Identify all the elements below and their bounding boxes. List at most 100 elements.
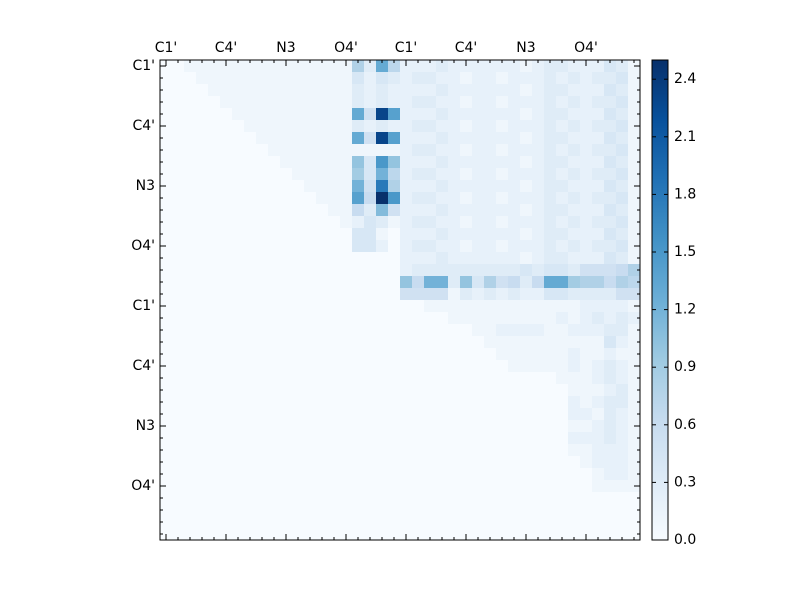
heatmap-cell — [364, 432, 377, 445]
heatmap-cell — [484, 468, 497, 481]
heatmap-cell — [208, 432, 221, 445]
heatmap-cell — [520, 492, 533, 505]
heatmap-cell — [604, 372, 617, 385]
heatmap-cell — [436, 444, 449, 457]
heatmap-cell — [256, 264, 269, 277]
heatmap-cell — [292, 444, 305, 457]
heatmap-cell — [232, 336, 245, 349]
heatmap-cell — [256, 432, 269, 445]
heatmap-cell — [232, 408, 245, 421]
heatmap-cell — [568, 420, 581, 433]
y-tick-label: C4' — [132, 358, 155, 374]
heatmap-cell — [400, 516, 413, 529]
heatmap-cell — [448, 252, 461, 265]
heatmap-cell — [424, 348, 437, 361]
heatmap-cell — [340, 276, 353, 289]
heatmap-cell — [328, 468, 341, 481]
heatmap-cell — [616, 156, 629, 169]
heatmap-cell — [352, 84, 365, 97]
heatmap-cell — [508, 300, 521, 313]
heatmap-cell — [172, 372, 185, 385]
heatmap-cell — [556, 300, 569, 313]
heatmap-cell — [472, 168, 485, 181]
heatmap-cell — [472, 348, 485, 361]
heatmap-cell — [316, 96, 329, 109]
heatmap-cell — [436, 120, 449, 133]
heatmap-cell — [592, 216, 605, 229]
heatmap-cell — [520, 432, 533, 445]
heatmap-cell — [508, 132, 521, 145]
heatmap-cell — [412, 108, 425, 121]
heatmap-cell — [448, 480, 461, 493]
heatmap-cell — [292, 312, 305, 325]
heatmap-cell — [400, 264, 413, 277]
heatmap-cell — [604, 456, 617, 469]
heatmap-cell — [460, 324, 473, 337]
heatmap-cell — [280, 336, 293, 349]
heatmap-cell — [508, 504, 521, 517]
heatmap-cell — [340, 408, 353, 421]
heatmap-cell — [628, 348, 641, 361]
heatmap-cell — [448, 168, 461, 181]
heatmap-cell — [400, 216, 413, 229]
heatmap-cell — [208, 96, 221, 109]
heatmap-cell — [388, 240, 401, 253]
heatmap-cell — [412, 132, 425, 145]
heatmap-cell — [616, 408, 629, 421]
heatmap-cell — [352, 516, 365, 529]
heatmap-cell — [568, 144, 581, 157]
heatmap-cell — [268, 168, 281, 181]
heatmap-cell — [160, 336, 173, 349]
heatmap-cell — [568, 348, 581, 361]
heatmap-cell — [304, 324, 317, 337]
heatmap-cell — [340, 492, 353, 505]
heatmap-cell — [352, 264, 365, 277]
heatmap-cell — [400, 156, 413, 169]
heatmap-cell — [268, 60, 281, 73]
heatmap-cell — [496, 396, 509, 409]
heatmap-cell — [292, 420, 305, 433]
heatmap-cell — [340, 504, 353, 517]
heatmap-cell — [220, 396, 233, 409]
heatmap-cell — [220, 228, 233, 241]
heatmap-cell — [208, 360, 221, 373]
heatmap-cell — [592, 132, 605, 145]
heatmap-cell — [292, 84, 305, 97]
heatmap-cell — [592, 96, 605, 109]
heatmap-cell — [484, 372, 497, 385]
heatmap-cell — [532, 132, 545, 145]
heatmap-cell — [232, 120, 245, 133]
heatmap-cell — [592, 444, 605, 457]
heatmap-cell — [352, 132, 365, 145]
heatmap-cell — [196, 108, 209, 121]
heatmap-cell — [364, 456, 377, 469]
heatmap-cell — [520, 72, 533, 85]
heatmap-cell — [244, 336, 257, 349]
x-tick-label: O4' — [574, 40, 598, 56]
heatmap-cell — [580, 360, 593, 373]
heatmap-cell — [520, 60, 533, 73]
heatmap-cell — [364, 360, 377, 373]
heatmap-cell — [568, 396, 581, 409]
heatmap-cell — [628, 252, 641, 265]
heatmap-cell — [244, 468, 257, 481]
heatmap-cell — [556, 384, 569, 397]
heatmap-cell — [520, 372, 533, 385]
heatmap-cell — [532, 348, 545, 361]
heatmap-cell — [160, 348, 173, 361]
heatmap-cell — [376, 528, 389, 541]
colorbar-tick-label: 1.2 — [674, 302, 696, 318]
heatmap-cell — [436, 60, 449, 73]
heatmap-cell — [592, 324, 605, 337]
heatmap-cell — [508, 192, 521, 205]
heatmap-cell — [376, 204, 389, 217]
heatmap-cell — [556, 336, 569, 349]
heatmap-cell — [376, 336, 389, 349]
heatmap-cell — [244, 528, 257, 541]
heatmap-cell — [496, 264, 509, 277]
heatmap-cell — [460, 144, 473, 157]
heatmap-cell — [328, 324, 341, 337]
heatmap-cell — [316, 480, 329, 493]
heatmap-cell — [400, 288, 413, 301]
heatmap-cell — [424, 324, 437, 337]
